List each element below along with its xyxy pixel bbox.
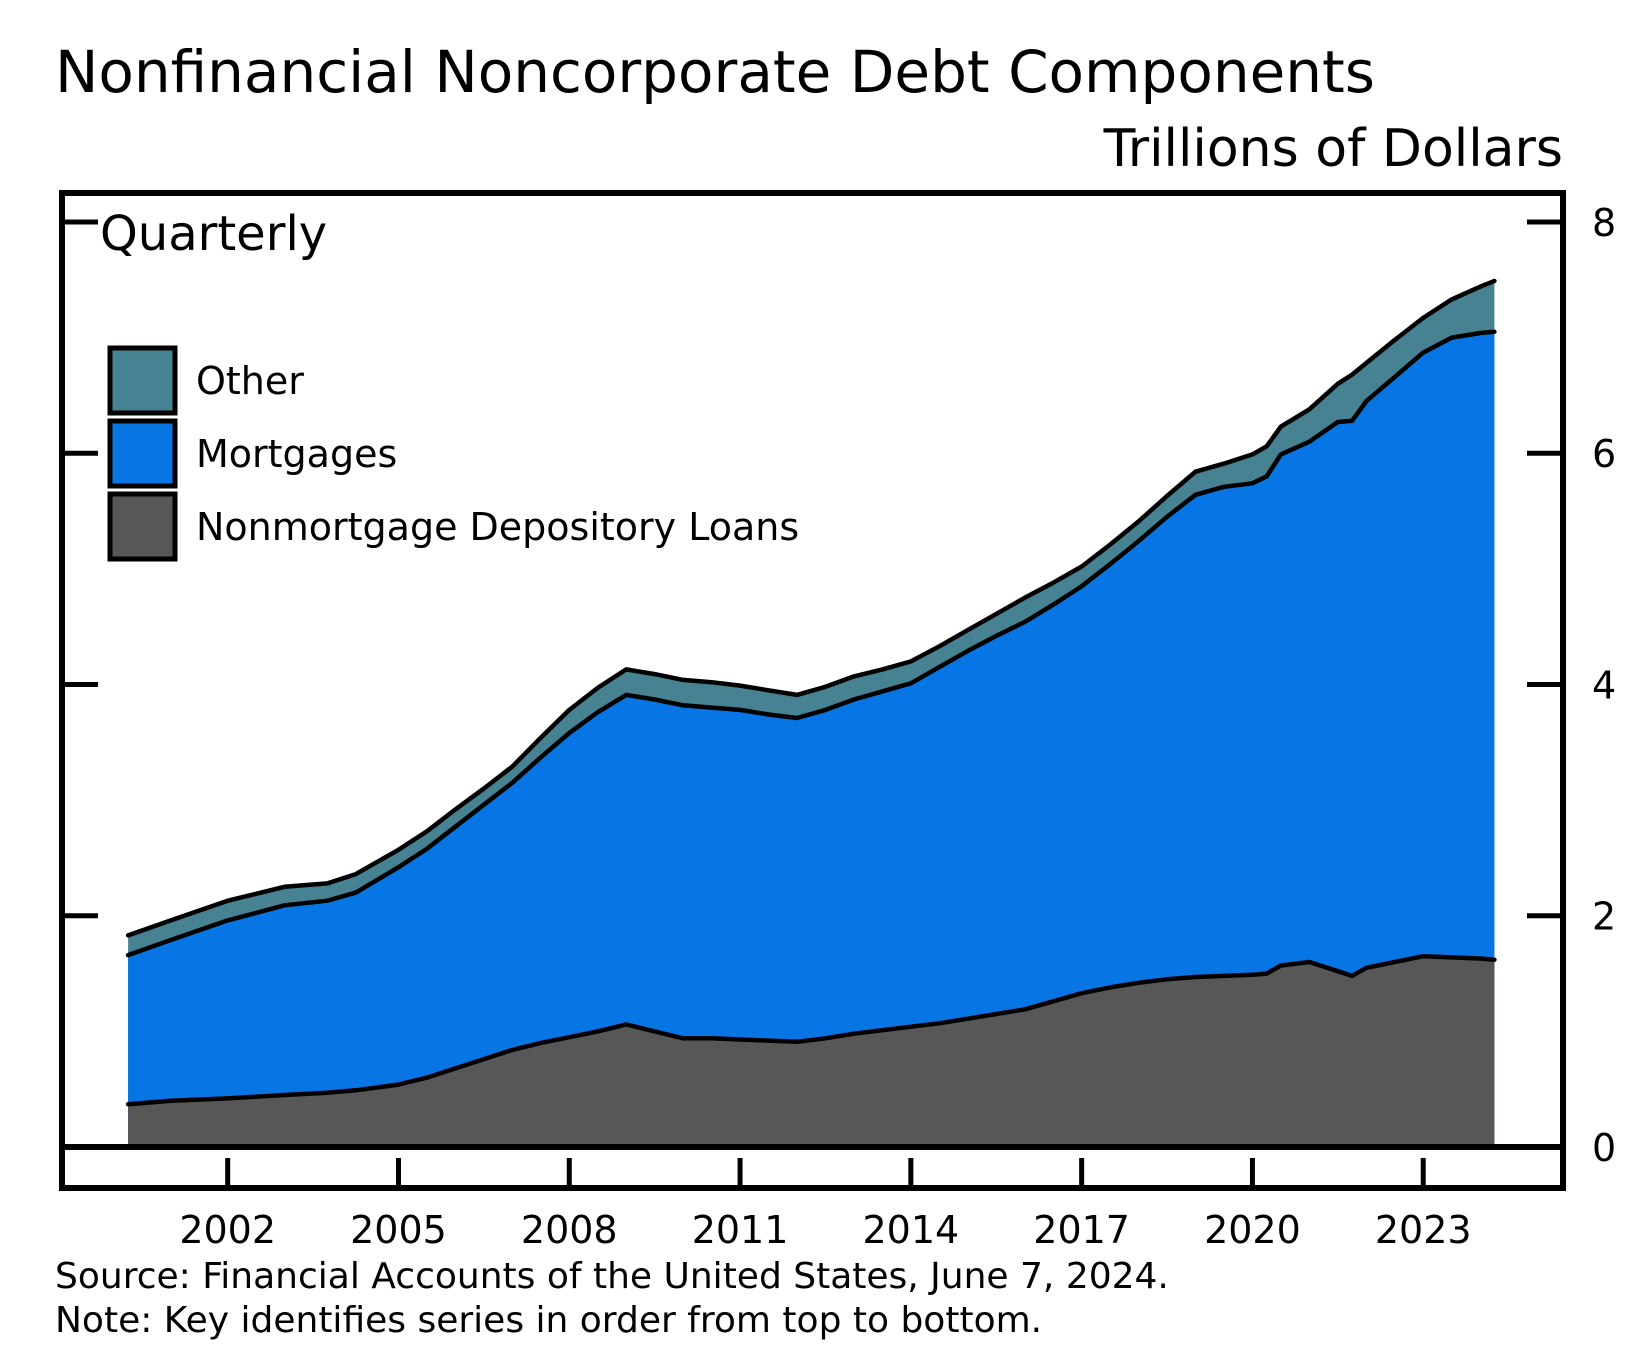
y-tick-label-8: 8 (1592, 201, 1616, 245)
legend-swatch-mortgages (107, 418, 178, 489)
boundary-line-mortgages (125, 329, 1497, 958)
legend-label-mortgages: Mortgages (196, 432, 397, 476)
y-tick-label-2: 2 (1592, 895, 1616, 939)
y-tick-label-6: 6 (1592, 432, 1616, 476)
legend-swatch-other (107, 345, 178, 416)
x-tick-label-2023: 2023 (1375, 1208, 1472, 1252)
x-tick-label-2014: 2014 (863, 1208, 960, 1252)
x-tick-label-2008: 2008 (521, 1208, 618, 1252)
y-axis-units-label: Trillions of Dollars (1103, 119, 1563, 179)
legend-label-other: Other (196, 359, 304, 403)
legend-swatch-nonmortgage (107, 491, 178, 562)
y-tick-label-0: 0 (1592, 1126, 1616, 1170)
note-line: Note: Key identifies series in order fro… (55, 1300, 1042, 1341)
x-tick-label-2002: 2002 (179, 1208, 276, 1252)
plot-frame (59, 190, 1566, 1191)
boundary-line-other (125, 278, 1497, 938)
y-tick-label-4: 4 (1592, 663, 1616, 707)
x-tick-label-2005: 2005 (350, 1208, 447, 1252)
legend-label-nonmortgage: Nonmortgage Depository Loans (196, 505, 799, 549)
page-title: Nonfinancial Noncorporate Debt Component… (55, 38, 1375, 106)
boundary-line-nonmortgage-depository-loans (125, 953, 1497, 1107)
x-tick-label-2017: 2017 (1033, 1208, 1130, 1252)
legend: Other Mortgages Nonmortgage Depository L… (107, 345, 799, 562)
frequency-label: Quarterly (100, 206, 327, 262)
area-nonmortgage-depository-loans (128, 956, 1495, 1147)
source-line: Source: Financial Accounts of the United… (55, 1256, 1169, 1297)
x-tick-label-2011: 2011 (692, 1208, 789, 1252)
area-mortgages (128, 331, 1495, 1147)
plot-area: 0 2 4 6 8 2002 2005 2008 2011 2014 2017 2020 2023 (62, 201, 1616, 1252)
x-tick-label-2020: 2020 (1204, 1208, 1301, 1252)
